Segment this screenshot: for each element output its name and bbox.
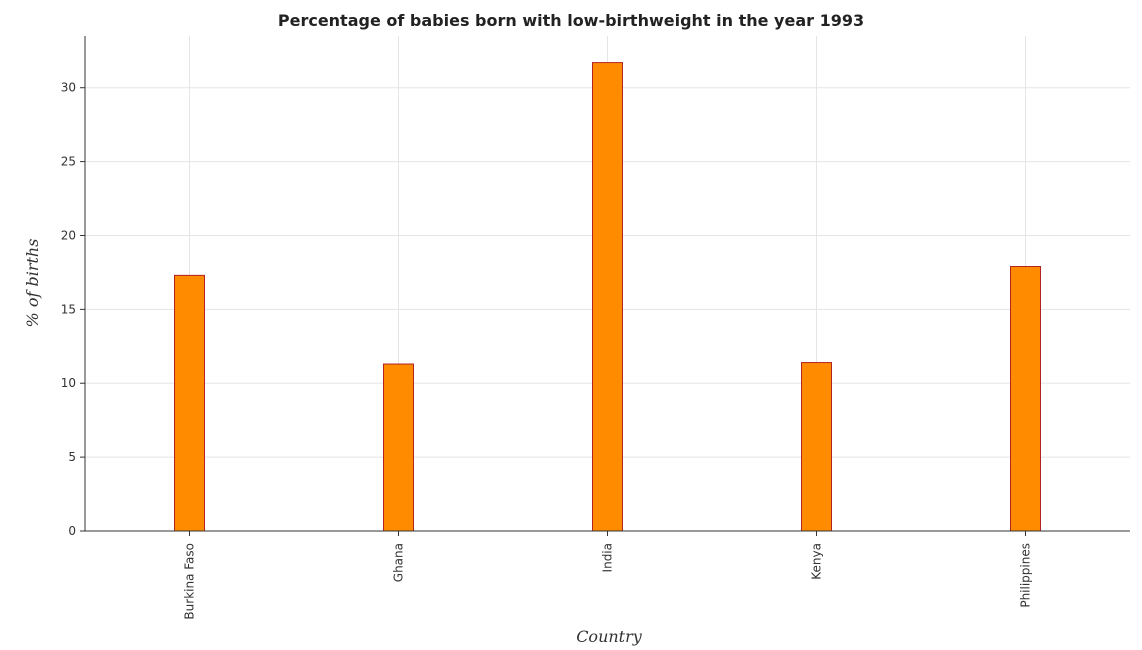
y-tick-label: 20 [61, 228, 76, 242]
y-tick-label: 25 [61, 155, 76, 169]
y-axis-label: % of births [23, 239, 42, 328]
y-tick-label: 0 [68, 524, 76, 538]
y-tick-label: 30 [61, 81, 76, 95]
chart-title: Percentage of babies born with low-birth… [278, 11, 864, 30]
bar-ghana [383, 363, 414, 532]
bar-burkina-faso [174, 274, 205, 532]
bars [174, 62, 1041, 532]
bar-philippines [1010, 266, 1041, 532]
x-tick-label: Philippines [1019, 543, 1033, 608]
x-tick-label: Burkina Faso [183, 543, 197, 620]
y-tick-label: 10 [61, 376, 76, 390]
x-axis-label: Country [576, 627, 643, 646]
y-tick-label: 5 [68, 450, 76, 464]
bar-kenya [801, 362, 832, 532]
x-tick-labels: Burkina Faso Ghana India Kenya Philippines [183, 531, 1033, 620]
y-tick-label: 15 [61, 302, 76, 316]
y-tick-labels: 0 5 10 15 20 25 30 [61, 81, 85, 538]
x-tick-label: India [601, 543, 615, 572]
bar-india [592, 62, 623, 532]
x-tick-label: Kenya [810, 543, 824, 580]
x-tick-label: Ghana [392, 543, 406, 582]
